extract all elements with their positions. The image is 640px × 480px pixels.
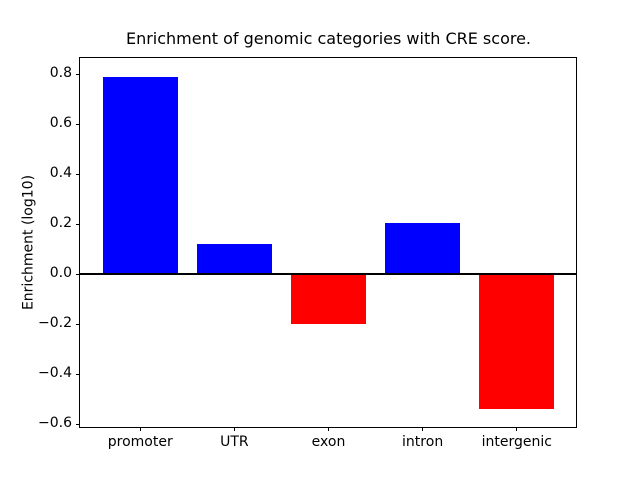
y-tick-label: −0.4 — [38, 365, 72, 381]
x-tick-label-UTR: UTR — [220, 434, 249, 450]
y-tick-mark — [76, 123, 80, 125]
y-tick-mark — [76, 373, 80, 375]
x-tick-label-promoter: promoter — [107, 434, 173, 450]
x-tick-mark — [233, 427, 235, 431]
y-tick-mark — [76, 273, 80, 275]
x-tick-mark — [328, 427, 329, 431]
x-tick-label-intron: intron — [402, 434, 444, 450]
y-tick-mark — [76, 73, 80, 75]
y-tick-label: 0.8 — [49, 65, 72, 81]
x-tick-label-exon: exon — [311, 434, 346, 450]
zero-line — [80, 273, 577, 275]
y-tick-mark — [76, 173, 80, 175]
y-tick-mark — [76, 223, 80, 225]
x-tick-label-intergenic: intergenic — [481, 434, 552, 450]
x-tick-mark — [139, 427, 141, 431]
x-tick-mark — [516, 427, 518, 431]
x-tick-mark — [422, 427, 424, 431]
y-tick-mark — [76, 423, 80, 425]
bar-exon — [290, 274, 367, 324]
y-tick-label: 0.4 — [49, 165, 72, 181]
bar-intron — [384, 222, 461, 274]
y-tick-label: 0.2 — [49, 215, 72, 231]
bar-UTR — [196, 244, 273, 274]
y-tick-label: 0.0 — [49, 265, 72, 281]
y-tick-label: −0.2 — [38, 315, 72, 331]
bar-promoter — [102, 76, 178, 274]
bar-intergenic — [479, 274, 555, 409]
chart-title: Enrichment of genomic categories with CR… — [125, 29, 532, 48]
y-tick-mark — [76, 323, 80, 325]
y-tick-label: −0.6 — [38, 415, 72, 431]
y-tick-label: 0.6 — [49, 115, 72, 131]
